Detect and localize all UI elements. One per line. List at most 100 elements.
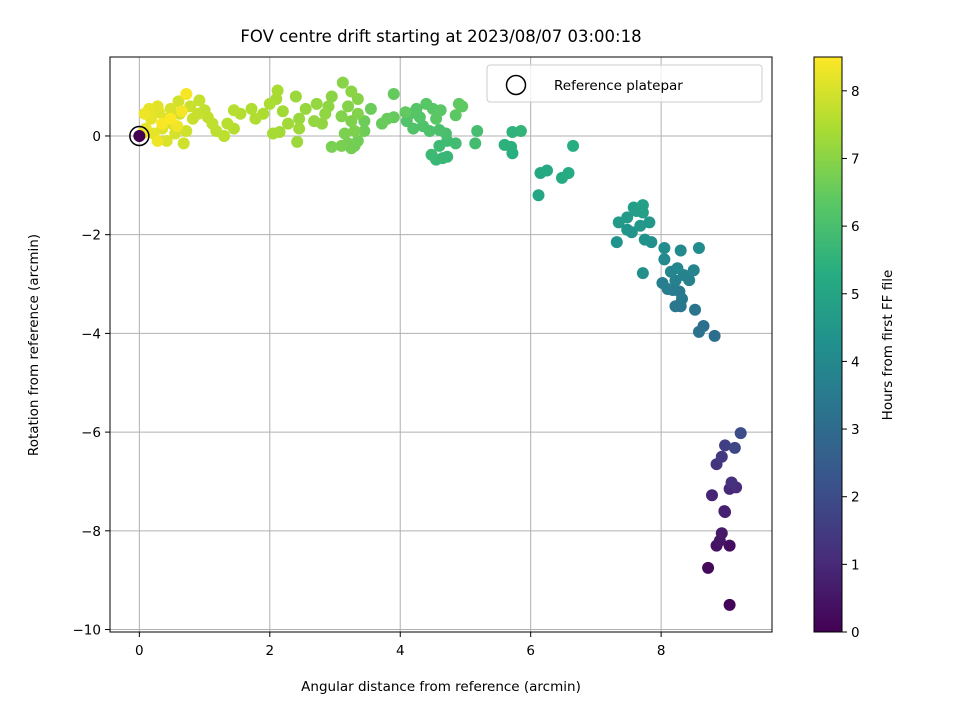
- data-point: [351, 107, 364, 120]
- data-point: [715, 527, 728, 540]
- data-point: [276, 105, 289, 118]
- data-point: [293, 122, 306, 135]
- data-point: [160, 134, 173, 147]
- data-point: [164, 102, 177, 115]
- data-point: [271, 84, 284, 97]
- colorbar-frame: [813, 56, 843, 633]
- y-tick-label: −6: [81, 425, 101, 441]
- data-point: [227, 104, 240, 117]
- data-point: [621, 223, 634, 236]
- data-point: [656, 277, 669, 290]
- data-point: [540, 164, 553, 177]
- data-point: [387, 88, 400, 101]
- data-point: [381, 112, 394, 125]
- data-point: [719, 506, 732, 519]
- data-point: [469, 137, 482, 150]
- y-tick-label: −8: [81, 524, 101, 540]
- data-point: [138, 107, 151, 120]
- data-point: [449, 109, 462, 122]
- data-point: [532, 189, 545, 202]
- colorbar-tick-label: 2: [851, 490, 860, 506]
- colorbar-label: Hours from first FF file: [880, 270, 896, 421]
- colorbar-tick-label: 3: [851, 422, 860, 438]
- data-point: [498, 138, 511, 151]
- colorbar-tick-label: 5: [851, 287, 860, 303]
- data-point: [689, 303, 702, 316]
- data-point: [325, 140, 338, 153]
- data-point: [456, 100, 469, 113]
- data-point: [299, 102, 312, 115]
- data-point: [201, 111, 214, 124]
- data-point: [319, 107, 332, 120]
- data-point: [289, 90, 302, 103]
- legend: Reference platepar: [486, 64, 763, 103]
- reference-marker-layer: [129, 125, 150, 147]
- data-point: [687, 264, 700, 277]
- data-point: [449, 137, 462, 150]
- data-point: [348, 125, 361, 138]
- x-tick-label: 8: [657, 643, 666, 659]
- data-point: [336, 76, 349, 89]
- colorbar-tick-label: 6: [851, 219, 860, 235]
- data-point: [282, 117, 295, 130]
- chart-title: FOV centre drift starting at 2023/08/07 …: [240, 27, 641, 46]
- data-point: [180, 88, 193, 101]
- data-point: [345, 85, 358, 98]
- colorbar-tick-label: 1: [851, 557, 860, 573]
- legend-box: [486, 64, 763, 103]
- data-point: [634, 219, 647, 232]
- data-point: [627, 201, 640, 214]
- data-point: [249, 112, 262, 125]
- data-point: [177, 137, 190, 150]
- data-point: [430, 112, 443, 125]
- data-point: [263, 97, 276, 110]
- y-tick-label: −2: [81, 228, 101, 244]
- reference-point-fill: [133, 129, 146, 142]
- data-point: [658, 242, 671, 255]
- y-tick-label: −10: [73, 623, 102, 639]
- data-point: [433, 124, 446, 137]
- y-tick-label: −4: [81, 326, 101, 342]
- data-point: [358, 125, 371, 138]
- data-point: [335, 110, 348, 123]
- data-point: [245, 102, 258, 115]
- data-point: [410, 102, 423, 115]
- data-point: [562, 166, 575, 179]
- y-axis-ticks: 0 −2 −4 −6 −8 −10: [73, 129, 110, 639]
- data-point: [471, 125, 484, 138]
- colorbar-tick-label: 0: [851, 625, 860, 641]
- data-point: [723, 539, 736, 552]
- data-point: [636, 267, 649, 280]
- data-point: [172, 95, 185, 108]
- data-point: [267, 127, 280, 140]
- data-point: [643, 216, 656, 229]
- data-point: [567, 139, 580, 152]
- data-point: [338, 127, 351, 140]
- data-point: [175, 105, 188, 118]
- data-point: [342, 100, 355, 113]
- data-point: [180, 125, 193, 138]
- data-point: [291, 135, 304, 148]
- data-point: [514, 125, 527, 138]
- data-point: [325, 90, 338, 103]
- colorbar-tick-label: 7: [851, 151, 860, 167]
- legend-open-circle-icon: [505, 74, 527, 96]
- colorbar-tick-label: 4: [851, 354, 860, 370]
- data-point: [293, 112, 306, 125]
- colorbar: 0 1 2 3 4 5 6 7 8 Hours from first FF file: [813, 56, 896, 641]
- data-point: [728, 441, 741, 454]
- data-point: [692, 325, 705, 338]
- data-point: [308, 115, 321, 128]
- x-tick-label: 6: [526, 643, 535, 659]
- data-point: [193, 94, 206, 107]
- data-point: [335, 139, 348, 152]
- data-point: [715, 450, 728, 463]
- plot-frame: [109, 56, 773, 633]
- data-point: [164, 112, 177, 125]
- data-point: [638, 233, 651, 246]
- data-point: [151, 134, 164, 147]
- colorbar-gradient: [814, 57, 842, 632]
- data-point: [658, 253, 671, 266]
